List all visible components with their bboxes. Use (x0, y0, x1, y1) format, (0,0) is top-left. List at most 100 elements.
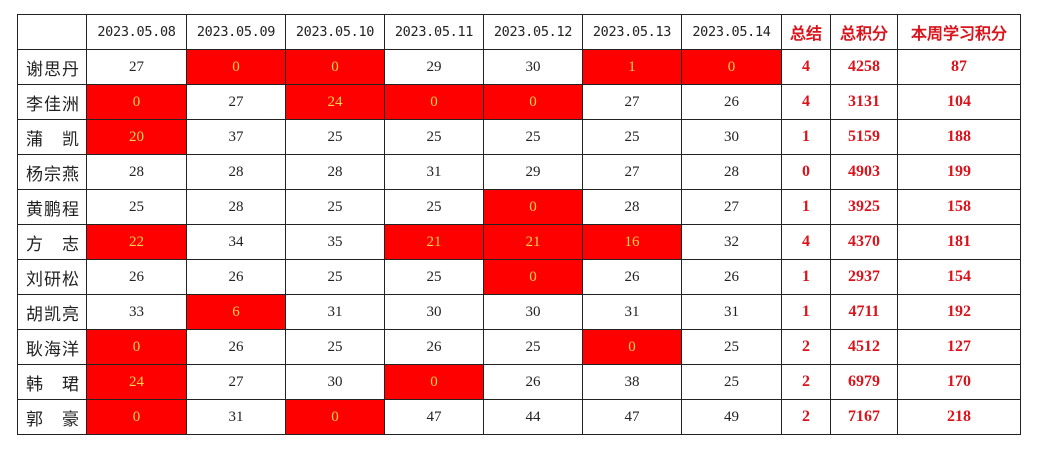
day-points-cell: 25 (285, 189, 385, 225)
summary-cell: 1 (781, 259, 831, 295)
day-points-cell: 37 (186, 119, 286, 155)
day-points-cell: 31 (285, 294, 385, 330)
day-points-cell: 21 (483, 224, 583, 260)
summary-cell: 1 (781, 294, 831, 330)
day-points-cell: 25 (681, 329, 782, 365)
student-name: 李佳洲 (17, 84, 87, 120)
day-points-cell: 27 (681, 189, 782, 225)
day-points-cell: 25 (582, 119, 682, 155)
day-points-cell: 24 (285, 84, 385, 120)
table-row: 杨宗燕 28 28 28 31 29 27 28 0 4903 199 (17, 154, 1021, 190)
day-points-cell: 28 (582, 189, 682, 225)
day-points-cell: 26 (384, 329, 484, 365)
student-name: 耿海洋 (17, 329, 87, 365)
day-points-cell: 28 (86, 154, 187, 190)
day-points-cell: 38 (582, 364, 682, 400)
day-points-cell: 25 (285, 119, 385, 155)
day-points-cell: 16 (582, 224, 682, 260)
summary-cell: 1 (781, 189, 831, 225)
day-points-cell: 0 (483, 259, 583, 295)
summary-cell: 4 (781, 224, 831, 260)
date-header: 2023.05.12 (483, 14, 583, 50)
day-points-cell: 28 (186, 189, 286, 225)
day-points-cell: 30 (483, 49, 583, 85)
total-points-cell: 5159 (830, 119, 898, 155)
day-points-cell: 34 (186, 224, 286, 260)
date-header: 2023.05.11 (384, 14, 484, 50)
day-points-cell: 0 (384, 84, 484, 120)
date-header: 2023.05.08 (86, 14, 187, 50)
day-points-cell: 24 (86, 364, 187, 400)
table-row: 蒲 凯 20 37 25 25 25 25 30 1 5159 188 (17, 119, 1021, 155)
student-name: 胡凯亮 (17, 294, 87, 330)
week-points-cell: 181 (897, 224, 1021, 260)
student-name: 刘研松 (17, 259, 87, 295)
total-points-cell: 3131 (830, 84, 898, 120)
week-points-cell: 170 (897, 364, 1021, 400)
week-points-cell: 218 (897, 399, 1021, 435)
day-points-cell: 25 (86, 189, 187, 225)
corner-cell (17, 14, 87, 50)
student-name: 杨宗燕 (17, 154, 87, 190)
day-points-cell: 26 (86, 259, 187, 295)
week-points-cell: 154 (897, 259, 1021, 295)
summary-cell: 1 (781, 119, 831, 155)
day-points-cell: 0 (86, 399, 187, 435)
day-points-cell: 25 (483, 119, 583, 155)
day-points-cell: 25 (483, 329, 583, 365)
day-points-cell: 26 (582, 259, 682, 295)
total-points-cell: 4903 (830, 154, 898, 190)
table-row: 胡凯亮 33 6 31 30 30 31 31 1 4711 192 (17, 294, 1021, 330)
student-name: 韩 珺 (17, 364, 87, 400)
day-points-cell: 0 (483, 84, 583, 120)
total-points-cell: 2937 (830, 259, 898, 295)
week-points-cell: 158 (897, 189, 1021, 225)
day-points-cell: 20 (86, 119, 187, 155)
summary-header: 总结 (781, 14, 831, 50)
day-points-cell: 26 (186, 329, 286, 365)
student-name: 郭 豪 (17, 399, 87, 435)
day-points-cell: 31 (384, 154, 484, 190)
day-points-cell: 27 (86, 49, 187, 85)
summary-cell: 2 (781, 329, 831, 365)
summary-cell: 0 (781, 154, 831, 190)
day-points-cell: 44 (483, 399, 583, 435)
summary-cell: 2 (781, 364, 831, 400)
week-points-cell: 87 (897, 49, 1021, 85)
date-header: 2023.05.14 (681, 14, 782, 50)
day-points-cell: 0 (285, 399, 385, 435)
student-name: 蒲 凯 (17, 119, 87, 155)
day-points-cell: 22 (86, 224, 187, 260)
day-points-cell: 0 (186, 49, 286, 85)
day-points-cell: 30 (483, 294, 583, 330)
day-points-cell: 30 (384, 294, 484, 330)
student-name: 方 志 (17, 224, 87, 260)
summary-cell: 2 (781, 399, 831, 435)
day-points-cell: 0 (384, 364, 484, 400)
day-points-cell: 25 (384, 119, 484, 155)
day-points-cell: 27 (186, 84, 286, 120)
day-points-cell: 26 (681, 259, 782, 295)
date-header: 2023.05.13 (582, 14, 682, 50)
date-header: 2023.05.09 (186, 14, 286, 50)
week-points-cell: 199 (897, 154, 1021, 190)
day-points-cell: 29 (384, 49, 484, 85)
table-row: 方 志 22 34 35 21 21 16 32 4 4370 181 (17, 224, 1021, 260)
day-points-cell: 0 (86, 84, 187, 120)
table-row: 刘研松 26 26 25 25 0 26 26 1 2937 154 (17, 259, 1021, 295)
day-points-cell: 25 (384, 189, 484, 225)
day-points-cell: 31 (582, 294, 682, 330)
day-points-cell: 31 (681, 294, 782, 330)
student-name: 谢思丹 (17, 49, 87, 85)
date-header: 2023.05.10 (285, 14, 385, 50)
day-points-cell: 26 (186, 259, 286, 295)
week-points-header: 本周学习积分 (897, 14, 1021, 50)
total-points-cell: 4711 (830, 294, 898, 330)
table-row: 谢思丹 27 0 0 29 30 1 0 4 4258 87 (17, 49, 1021, 85)
day-points-cell: 30 (681, 119, 782, 155)
day-points-cell: 25 (285, 329, 385, 365)
table-row: 耿海洋 0 26 25 26 25 0 25 2 4512 127 (17, 329, 1021, 365)
day-points-cell: 33 (86, 294, 187, 330)
day-points-cell: 29 (483, 154, 583, 190)
total-points-header: 总积分 (830, 14, 898, 50)
